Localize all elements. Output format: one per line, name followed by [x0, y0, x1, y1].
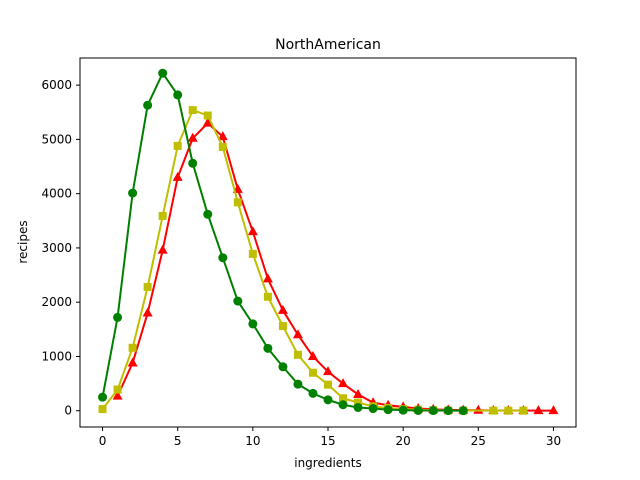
series-1-point: [277, 304, 288, 314]
y-tick-label: 3000: [41, 241, 72, 255]
y-tick-label: 4000: [41, 187, 72, 201]
series-3-point: [323, 395, 333, 405]
series-2-point: [339, 394, 348, 403]
series-1-point: [202, 117, 213, 127]
series-2-point: [263, 292, 272, 301]
y-tick-label: 0: [64, 404, 72, 418]
series-3-point: [428, 406, 438, 416]
series-1-point: [217, 131, 228, 141]
series-2-point: [308, 368, 317, 377]
x-tick-label: 10: [245, 434, 260, 448]
series-3-point: [98, 392, 108, 402]
series-1-point: [548, 405, 559, 415]
series-2-point: [248, 249, 257, 258]
chart-title: NorthAmerican: [275, 37, 381, 53]
series-3-point: [308, 388, 318, 398]
series-1-point: [172, 171, 183, 181]
series-1-point: [142, 307, 153, 317]
series-2-point: [489, 406, 498, 415]
series-2-point: [504, 406, 513, 415]
series-1-point: [338, 378, 349, 388]
plot-frame: [79, 57, 577, 428]
series-3-point: [383, 405, 393, 415]
series-1-point: [262, 273, 273, 283]
series-2-point: [143, 282, 152, 291]
x-axis-label: ingredients: [294, 456, 362, 470]
series-1-line: [116, 122, 554, 412]
series-3-point: [248, 319, 258, 329]
x-tick-label: 5: [174, 434, 182, 448]
series-3-point: [233, 296, 243, 306]
x-tick-label: 15: [320, 434, 335, 448]
series-1-point: [307, 350, 318, 360]
series-3-point: [278, 362, 288, 372]
series-1-point: [292, 329, 303, 339]
series-3-point: [293, 379, 303, 389]
series-3-point: [398, 405, 408, 415]
series-1-point: [323, 366, 333, 376]
series-2-line: [101, 109, 524, 412]
y-tick-label: 5000: [41, 132, 72, 146]
series-1-point: [353, 388, 364, 398]
series-1-point: [127, 357, 138, 367]
series-3-point: [143, 100, 153, 110]
series-2-point: [519, 406, 528, 415]
series-2-point: [98, 405, 107, 414]
series-3-point: [173, 90, 183, 100]
x-tick-label: 0: [99, 434, 107, 448]
series-1-point: [187, 132, 198, 142]
series-2-point: [324, 380, 332, 389]
series-3-point: [338, 400, 348, 410]
series-2-point: [354, 398, 363, 407]
series-2-point: [188, 106, 197, 115]
series-2-point: [293, 350, 302, 359]
y-tick-label: 2000: [41, 295, 72, 309]
series-1-point: [157, 244, 168, 254]
series-3-point: [353, 402, 363, 412]
series-3-point: [263, 343, 273, 353]
series-3-point: [368, 404, 378, 414]
series-1-point: [533, 405, 544, 415]
series-1-point: [112, 390, 123, 400]
series-3-point: [443, 406, 453, 416]
series-3-point: [458, 406, 468, 416]
series-3-point: [188, 158, 198, 168]
series-3-point: [203, 209, 213, 219]
x-tick-label: 30: [546, 434, 561, 448]
series-2-point: [173, 141, 182, 150]
series-3-point: [158, 68, 168, 78]
series-2-point: [218, 142, 227, 151]
series-3-point: [113, 312, 123, 322]
series-2-point: [203, 111, 212, 120]
series-1-point: [247, 226, 258, 236]
series-2-point: [278, 322, 287, 331]
series-2-point: [158, 211, 167, 220]
series-2-point: [128, 343, 137, 352]
series-2-point: [113, 385, 122, 394]
x-tick-label: 20: [396, 434, 411, 448]
x-tick-label: 25: [471, 434, 486, 448]
series-3-point: [218, 253, 228, 263]
y-axis-label: recipes: [16, 220, 30, 263]
series-2-point: [233, 198, 242, 207]
series-3-point: [413, 405, 423, 415]
y-tick-label: 1000: [41, 349, 72, 363]
series-3-point: [128, 188, 138, 198]
y-tick-label: 6000: [41, 78, 72, 92]
